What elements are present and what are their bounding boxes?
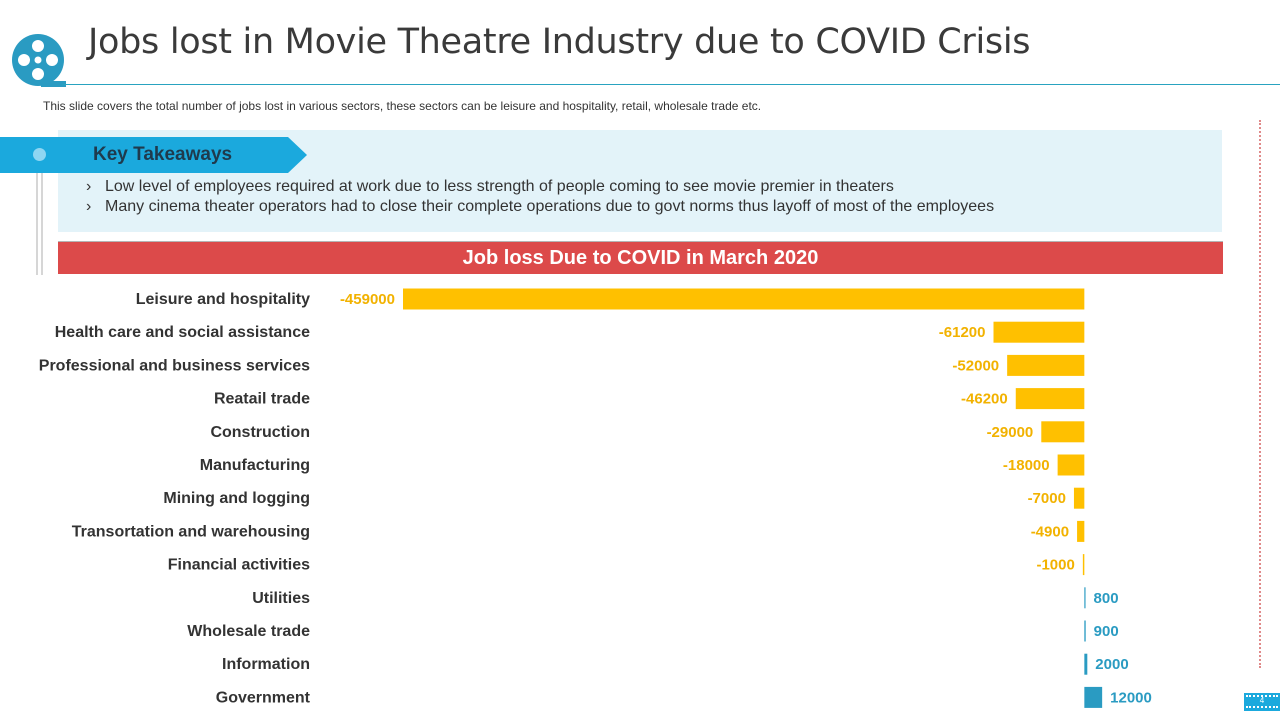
key-takeaways-banner: [0, 137, 307, 173]
bar: [403, 288, 1085, 310]
chart-title: Job loss Due to COVID in March 2020: [58, 241, 1223, 274]
banner-dot-icon: [33, 148, 46, 161]
decor-line: [36, 161, 38, 275]
chevron-right-icon: ›: [86, 198, 92, 215]
bar: [1007, 354, 1085, 376]
takeaways-list: › Low level of employees required at work…: [86, 177, 994, 217]
key-takeaways-heading: Key Takeaways: [93, 144, 233, 165]
category-label: Manufacturing: [200, 457, 310, 474]
category-label: Financial activities: [168, 557, 310, 574]
category-label: Government: [216, 689, 311, 706]
data-label: -4900: [1031, 523, 1069, 540]
data-label: -459000: [340, 291, 395, 308]
data-label: 12000: [1110, 689, 1152, 706]
data-label: 2000: [1095, 656, 1128, 673]
bar: [993, 321, 1085, 343]
decor-dotted-line: [1259, 120, 1261, 668]
category-label: Reatail trade: [214, 391, 310, 408]
bar: [1041, 421, 1085, 443]
category-label: Health care and social assistance: [55, 324, 310, 341]
page-title: Jobs lost in Movie Theatre Industry due …: [88, 22, 1031, 62]
category-label: Transortation and warehousing: [72, 523, 310, 540]
data-label: -7000: [1028, 490, 1066, 507]
bar: [1082, 554, 1085, 576]
decor-line: [41, 161, 43, 275]
bar-chart: Leisure and hospitality -459000 Health car…: [39, 288, 1152, 708]
category-label: Construction: [210, 424, 310, 441]
bar: [1084, 620, 1086, 642]
chevron-right-icon: ›: [86, 178, 92, 195]
data-label: -29000: [987, 424, 1034, 441]
category-label: Information: [222, 656, 310, 673]
bar: [1084, 686, 1103, 708]
data-label: -46200: [961, 391, 1008, 408]
bar: [1077, 520, 1085, 542]
bar: [1015, 388, 1085, 410]
data-label: -18000: [1003, 457, 1050, 474]
category-label: Professional and business services: [39, 357, 310, 374]
category-label: Wholesale trade: [187, 623, 310, 640]
category-label: Utilities: [252, 590, 310, 607]
category-label: Mining and logging: [163, 490, 310, 507]
film-reel-icon: [12, 34, 66, 87]
page-number: 4: [1259, 696, 1265, 705]
data-label: 900: [1094, 623, 1119, 640]
data-label: -61200: [939, 324, 986, 341]
bar: [1073, 487, 1085, 509]
category-label: Leisure and hospitality: [136, 291, 310, 308]
takeaway-text: Many cinema theater operators had to clo…: [105, 198, 995, 215]
data-label: -52000: [952, 357, 999, 374]
slide-description: This slide covers the total number of jo…: [43, 99, 762, 113]
bar: [1057, 454, 1085, 476]
data-label: 800: [1094, 590, 1119, 607]
data-label: -1000: [1036, 557, 1074, 574]
bar: [1084, 653, 1088, 675]
title-divider: [62, 84, 1280, 85]
list-item: › Many cinema theater operators had to cl…: [86, 197, 994, 217]
list-item: › Low level of employees required at work…: [86, 177, 994, 197]
takeaway-text: Low level of employees required at work …: [105, 178, 894, 195]
bar: [1084, 587, 1086, 609]
film-strip-icon: 4: [1244, 693, 1280, 711]
